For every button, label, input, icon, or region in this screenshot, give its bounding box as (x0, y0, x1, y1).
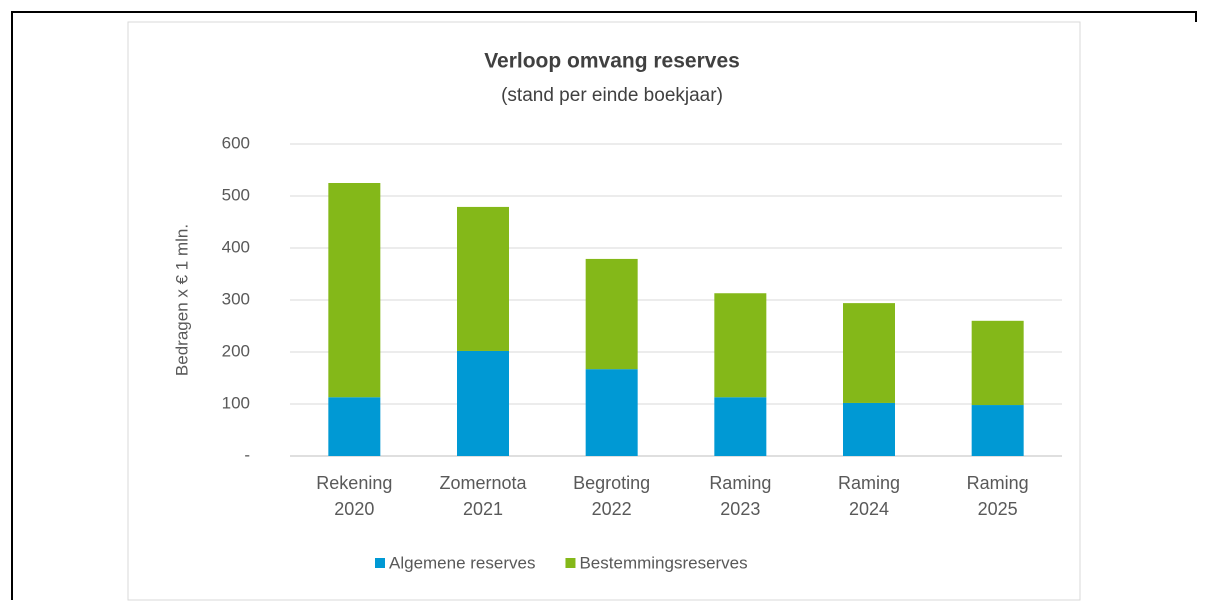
x-tick-label: 2023 (720, 499, 760, 519)
legend-label: Algemene reserves (389, 553, 535, 572)
x-tick-label: Raming (967, 473, 1029, 493)
x-tick-label: 2021 (463, 499, 503, 519)
y-tick-label: 600 (222, 133, 250, 152)
x-tick-label: 2025 (978, 499, 1018, 519)
x-tick-label: Raming (838, 473, 900, 493)
legend-swatch (375, 558, 385, 568)
bar-segment (714, 293, 767, 398)
x-tick-label: Zomernota (439, 473, 527, 493)
bar-segment (585, 258, 638, 370)
bar-segment (328, 183, 381, 398)
bar-segment (843, 303, 895, 403)
x-tick-label: 2024 (849, 499, 889, 519)
bar-segment (457, 350, 509, 456)
y-tick-label: 300 (222, 289, 250, 308)
legend-swatch (565, 558, 576, 568)
bar-segment (328, 397, 381, 456)
y-tick-label: - (244, 445, 250, 464)
bar-segment (971, 405, 1024, 456)
bar-segment (457, 206, 509, 351)
chart-title: Verloop omvang reserves (484, 50, 740, 73)
x-tick-label: Raming (709, 473, 771, 493)
y-tick-label: 100 (222, 393, 250, 412)
y-tick-label: 200 (222, 341, 250, 360)
y-tick-label: 500 (222, 185, 250, 204)
page-border (11, 11, 1197, 600)
y-tick-label: 400 (222, 237, 250, 256)
bar-segment (585, 369, 638, 456)
bar-segment (714, 397, 767, 456)
bar-segment (971, 320, 1024, 406)
chart-subtitle: (stand per einde boekjaar) (501, 85, 723, 106)
y-axis-label: Bedragen x € 1 mln. (172, 224, 191, 376)
x-tick-label: Begroting (573, 473, 650, 493)
x-tick-label: 2022 (592, 499, 632, 519)
bar-segment (843, 402, 895, 456)
legend-label: Bestemmingsreserves (579, 553, 747, 572)
x-tick-label: 2020 (334, 499, 374, 519)
x-tick-label: Rekening (316, 473, 392, 493)
